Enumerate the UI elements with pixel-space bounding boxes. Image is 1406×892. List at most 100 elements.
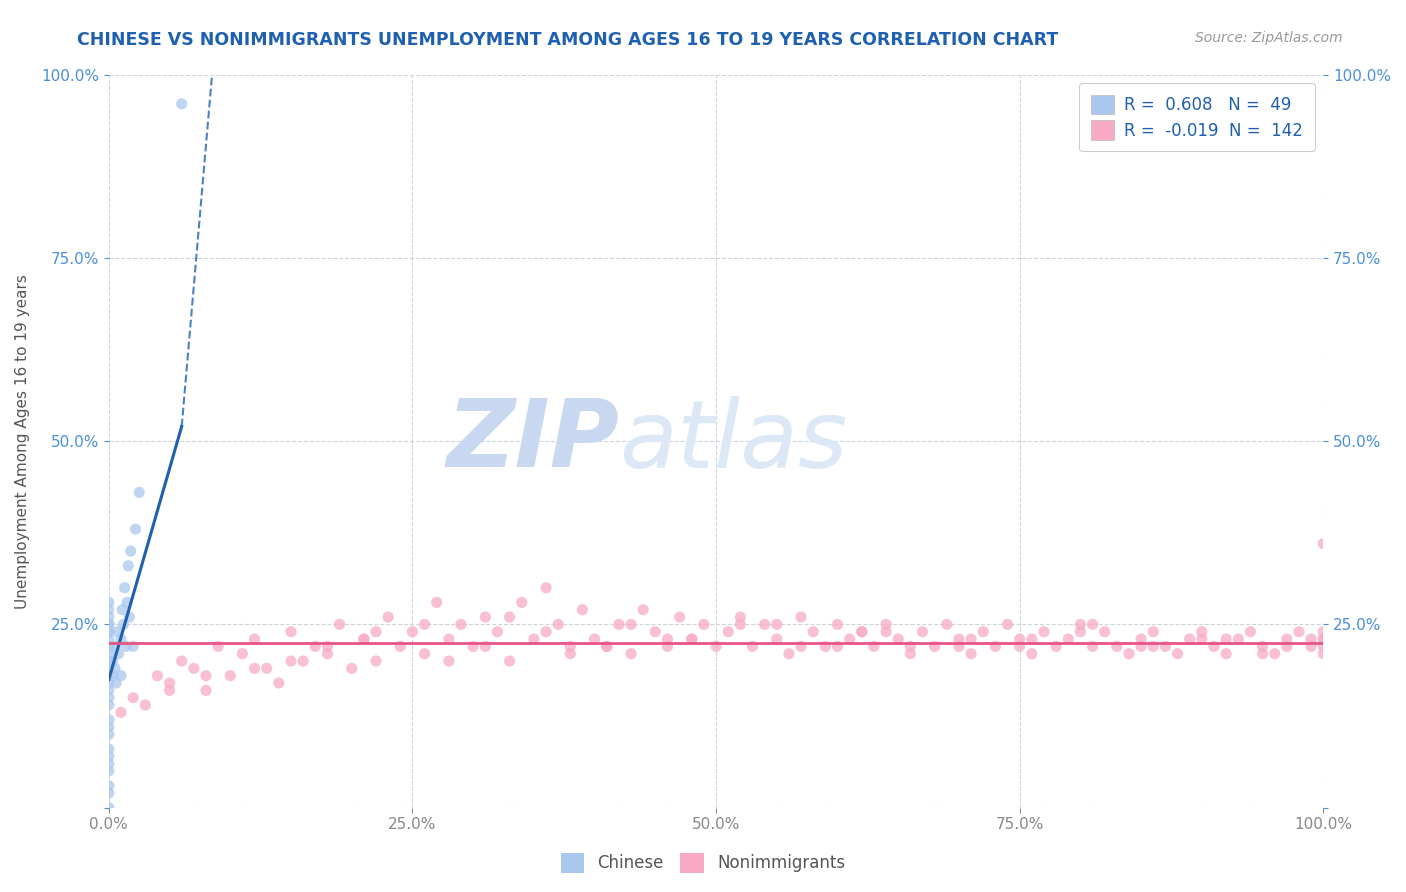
Point [304,640,326,654]
Point [159,683,181,698]
Point [863,640,886,654]
Point [1033,624,1056,639]
Point [97,749,120,764]
Point [1312,537,1334,551]
Point [115,595,138,609]
Point [1142,624,1164,639]
Point [474,640,496,654]
Point [631,603,654,617]
Point [195,683,218,698]
Point [1045,640,1067,654]
Point [984,640,1007,654]
Point [523,632,546,646]
Point [887,632,910,646]
Point [110,669,132,683]
Point [765,617,787,632]
Point [560,647,582,661]
Point [316,647,339,661]
Point [1057,632,1080,646]
Point [1154,640,1177,654]
Point [1239,624,1261,639]
Point [1021,647,1043,661]
Point [97,654,120,668]
Point [267,676,290,690]
Legend: Chinese, Nonimmigrants: Chinese, Nonimmigrants [554,847,852,880]
Point [778,647,800,661]
Point [1118,647,1140,661]
Point [1191,624,1213,639]
Point [827,617,849,632]
Point [114,640,136,654]
Point [851,624,873,639]
Point [117,558,139,573]
Point [340,661,363,675]
Point [364,654,387,668]
Point [243,632,266,646]
Point [231,647,253,661]
Point [1008,640,1031,654]
Point [353,632,375,646]
Text: ZIP: ZIP [446,395,619,487]
Y-axis label: Unemployment Among Ages 16 to 19 years: Unemployment Among Ages 16 to 19 years [15,274,30,608]
Point [122,640,145,654]
Point [97,595,120,609]
Point [1251,640,1274,654]
Point [898,647,921,661]
Point [704,640,727,654]
Point [97,647,120,661]
Point [1301,640,1323,654]
Point [741,640,763,654]
Point [560,640,582,654]
Point [498,654,520,668]
Point [107,647,129,661]
Point [413,647,436,661]
Point [353,632,375,646]
Point [97,617,120,632]
Point [534,624,557,639]
Point [97,603,120,617]
Point [450,617,472,632]
Point [596,640,619,654]
Point [1178,632,1201,646]
Point [97,764,120,778]
Point [97,683,120,698]
Point [620,617,643,632]
Point [105,624,128,639]
Point [898,640,921,654]
Point [827,640,849,654]
Point [851,624,873,639]
Point [110,632,132,646]
Point [97,698,120,712]
Point [101,654,124,668]
Point [1069,624,1091,639]
Point [1069,617,1091,632]
Point [120,544,142,558]
Point [1191,632,1213,646]
Point [875,624,897,639]
Point [97,640,120,654]
Point [693,617,716,632]
Point [1251,647,1274,661]
Point [730,610,752,624]
Point [122,690,145,705]
Point [170,96,193,111]
Point [97,676,120,690]
Point [111,603,134,617]
Point [474,610,496,624]
Point [1094,624,1116,639]
Point [437,654,460,668]
Point [128,485,150,500]
Point [1081,640,1104,654]
Point [960,647,983,661]
Point [1312,632,1334,646]
Point [256,661,278,675]
Point [112,617,135,632]
Point [790,610,813,624]
Point [97,661,120,675]
Point [377,610,399,624]
Point [911,624,934,639]
Point [134,698,156,712]
Point [146,669,169,683]
Point [389,640,412,654]
Point [875,617,897,632]
